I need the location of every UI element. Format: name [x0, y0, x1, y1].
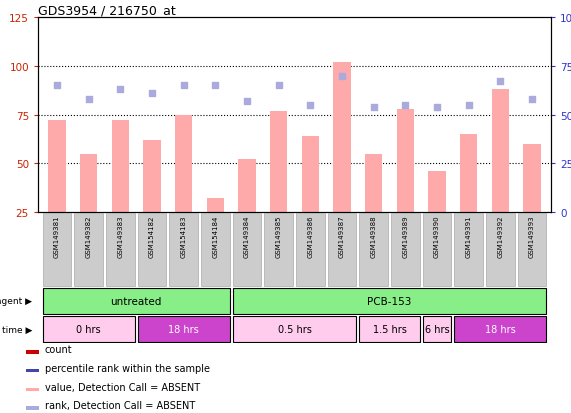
FancyBboxPatch shape	[43, 317, 135, 342]
Text: GSM149383: GSM149383	[117, 215, 123, 257]
Text: 6 hrs: 6 hrs	[425, 324, 449, 334]
Point	[84, 96, 93, 103]
Text: rank, Detection Call = ABSENT: rank, Detection Call = ABSENT	[45, 400, 195, 410]
FancyBboxPatch shape	[201, 213, 230, 287]
Point	[401, 102, 410, 109]
Text: count: count	[45, 344, 73, 354]
Bar	[26, 351, 39, 354]
Text: 18 hrs: 18 hrs	[485, 324, 516, 334]
Bar	[143, 140, 160, 212]
Point	[369, 104, 378, 111]
FancyBboxPatch shape	[517, 213, 546, 287]
Point	[305, 102, 315, 109]
Text: GSM149393: GSM149393	[529, 215, 535, 257]
FancyBboxPatch shape	[359, 317, 420, 342]
FancyBboxPatch shape	[423, 317, 452, 342]
Text: GDS3954 / 216750_at: GDS3954 / 216750_at	[38, 4, 176, 17]
Text: GSM149387: GSM149387	[339, 215, 345, 257]
Text: time ▶: time ▶	[2, 325, 33, 334]
Point	[464, 102, 473, 109]
FancyBboxPatch shape	[232, 289, 546, 314]
Text: percentile rank within the sample: percentile rank within the sample	[45, 363, 210, 373]
Bar	[270, 112, 287, 212]
Bar	[26, 406, 39, 410]
Bar	[523, 145, 541, 212]
Point	[116, 87, 125, 93]
FancyBboxPatch shape	[455, 213, 483, 287]
Bar	[492, 90, 509, 212]
Text: GSM154184: GSM154184	[212, 215, 218, 257]
Text: GSM149392: GSM149392	[497, 215, 503, 257]
FancyBboxPatch shape	[359, 213, 388, 287]
Text: GSM149390: GSM149390	[434, 215, 440, 257]
Bar	[238, 160, 256, 212]
Text: GSM149381: GSM149381	[54, 215, 60, 257]
Text: GSM154182: GSM154182	[149, 215, 155, 257]
Point	[274, 83, 283, 89]
FancyBboxPatch shape	[391, 213, 420, 287]
Text: GSM149389: GSM149389	[403, 215, 408, 257]
Bar	[207, 199, 224, 212]
FancyBboxPatch shape	[74, 213, 103, 287]
Point	[243, 98, 252, 105]
FancyBboxPatch shape	[232, 213, 262, 287]
Bar	[365, 154, 383, 212]
Bar	[333, 63, 351, 212]
FancyBboxPatch shape	[43, 213, 71, 287]
Text: 18 hrs: 18 hrs	[168, 324, 199, 334]
Text: GSM149388: GSM149388	[371, 215, 377, 257]
FancyBboxPatch shape	[106, 213, 135, 287]
Point	[147, 90, 156, 97]
Bar	[428, 172, 446, 212]
Bar	[26, 388, 39, 392]
Bar	[26, 370, 39, 373]
FancyBboxPatch shape	[169, 213, 198, 287]
Text: PCB-153: PCB-153	[367, 296, 412, 306]
FancyBboxPatch shape	[264, 213, 293, 287]
FancyBboxPatch shape	[328, 213, 356, 287]
Text: untreated: untreated	[110, 296, 162, 306]
FancyBboxPatch shape	[486, 213, 514, 287]
Bar	[397, 109, 414, 212]
Text: GSM149382: GSM149382	[86, 215, 92, 257]
FancyBboxPatch shape	[296, 213, 325, 287]
Point	[528, 96, 537, 103]
Text: GSM149391: GSM149391	[466, 215, 472, 257]
FancyBboxPatch shape	[455, 317, 546, 342]
Point	[337, 73, 347, 80]
FancyBboxPatch shape	[43, 289, 230, 314]
Point	[211, 83, 220, 89]
Point	[432, 104, 441, 111]
FancyBboxPatch shape	[138, 317, 230, 342]
FancyBboxPatch shape	[138, 213, 166, 287]
Text: 1.5 hrs: 1.5 hrs	[372, 324, 407, 334]
Text: 0.5 hrs: 0.5 hrs	[278, 324, 311, 334]
Text: agent ▶: agent ▶	[0, 297, 33, 306]
Text: 0 hrs: 0 hrs	[77, 324, 101, 334]
Point	[179, 83, 188, 89]
Text: value, Detection Call = ABSENT: value, Detection Call = ABSENT	[45, 382, 200, 392]
Bar	[175, 115, 192, 212]
FancyBboxPatch shape	[423, 213, 452, 287]
Text: GSM149385: GSM149385	[276, 215, 282, 257]
Bar	[460, 135, 477, 212]
FancyBboxPatch shape	[232, 317, 356, 342]
Text: GSM154183: GSM154183	[180, 215, 187, 257]
Point	[496, 79, 505, 85]
Bar	[301, 137, 319, 212]
Text: GSM149384: GSM149384	[244, 215, 250, 257]
Bar	[49, 121, 66, 212]
Text: GSM149386: GSM149386	[307, 215, 313, 257]
Point	[53, 83, 62, 89]
Bar	[111, 121, 129, 212]
Bar	[80, 154, 98, 212]
